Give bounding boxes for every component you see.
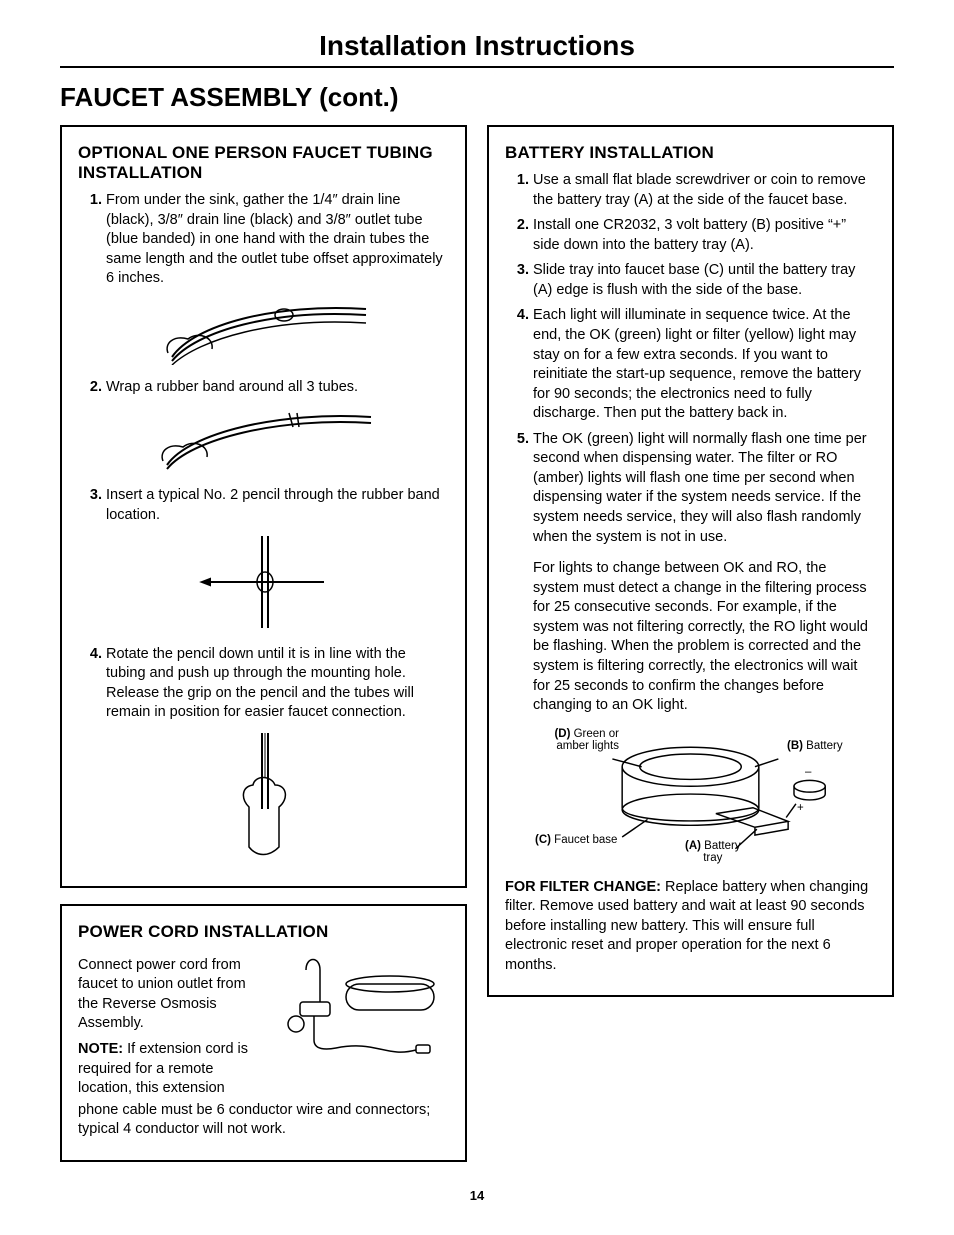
tubing-figure-4	[78, 729, 449, 864]
note-label: NOTE:	[78, 1041, 123, 1057]
tubing-steps: From under the sink, gather the 1/4″ dra…	[78, 191, 449, 289]
battery-step-1: Use a small flat blade screwdriver or co…	[533, 171, 876, 210]
battery-steps: Use a small flat blade screwdriver or co…	[505, 171, 876, 716]
tubing-step-4: Rotate the pencil down until it is in li…	[106, 645, 449, 723]
left-column: OPTIONAL ONE PERSON FAUCET TUBING INSTAL…	[60, 125, 467, 1162]
label-a: (A) Batterytray	[685, 840, 741, 864]
tubing-figure-2	[78, 403, 449, 478]
label-minus: –	[805, 766, 811, 778]
title-rule	[60, 66, 894, 68]
tubing-figure-1	[78, 295, 449, 370]
filter-change-note: FOR FILTER CHANGE: Replace battery when …	[505, 878, 876, 976]
tubing-figure-3	[78, 532, 449, 637]
battery-title: BATTERY INSTALLATION	[505, 143, 876, 163]
page-title: Installation Instructions	[60, 30, 894, 62]
two-column-layout: OPTIONAL ONE PERSON FAUCET TUBING INSTAL…	[60, 125, 894, 1162]
battery-step-4: Each light will illuminate in sequence t…	[533, 306, 876, 423]
battery-extra: For lights to change between OK and RO, …	[533, 559, 876, 716]
tubing-steps-3: Insert a typical No. 2 pencil through th…	[78, 486, 449, 525]
battery-diagram: (D) Green oramber lights (B) Battery – +…	[505, 722, 876, 872]
battery-step-2: Install one CR2032, 3 volt battery (B) p…	[533, 216, 876, 255]
tubing-box: OPTIONAL ONE PERSON FAUCET TUBING INSTAL…	[60, 125, 467, 888]
tubing-steps-4: Rotate the pencil down until it is in li…	[78, 645, 449, 723]
tubing-title: OPTIONAL ONE PERSON FAUCET TUBING INSTAL…	[78, 143, 449, 183]
battery-step-3: Slide tray into faucet base (C) until th…	[533, 261, 876, 300]
power-note: NOTE: If extension cord is required for …	[78, 1040, 252, 1099]
battery-step-5: The OK (green) light will normally flash…	[533, 430, 876, 716]
label-c: (C) Faucet base	[535, 834, 617, 846]
battery-box: BATTERY INSTALLATION Use a small flat bl…	[487, 125, 894, 997]
power-figure	[262, 950, 449, 1065]
page-number: 14	[60, 1188, 894, 1203]
power-para: Connect power cord from faucet to union …	[78, 956, 252, 1034]
label-d: (D) Green oramber lights	[529, 728, 619, 752]
power-box: POWER CORD INSTALLATION Connect power co…	[60, 904, 467, 1162]
tubing-steps-2: Wrap a rubber band around all 3 tubes.	[78, 378, 449, 398]
section-heading: FAUCET ASSEMBLY (cont.)	[60, 82, 894, 113]
label-plus: +	[797, 802, 804, 814]
note-body-b: phone cable must be 6 conductor wire and…	[78, 1101, 449, 1140]
right-column: BATTERY INSTALLATION Use a small flat bl…	[487, 125, 894, 1162]
tubing-step-2: Wrap a rubber band around all 3 tubes.	[106, 378, 449, 398]
tubing-step-3: Insert a typical No. 2 pencil through th…	[106, 486, 449, 525]
battery-step-5-text: The OK (green) light will normally flash…	[533, 431, 867, 545]
filter-change-label: FOR FILTER CHANGE:	[505, 879, 661, 895]
tubing-step-1: From under the sink, gather the 1/4″ dra…	[106, 191, 449, 289]
power-title: POWER CORD INSTALLATION	[78, 922, 449, 942]
label-b: (B) Battery	[787, 740, 843, 752]
